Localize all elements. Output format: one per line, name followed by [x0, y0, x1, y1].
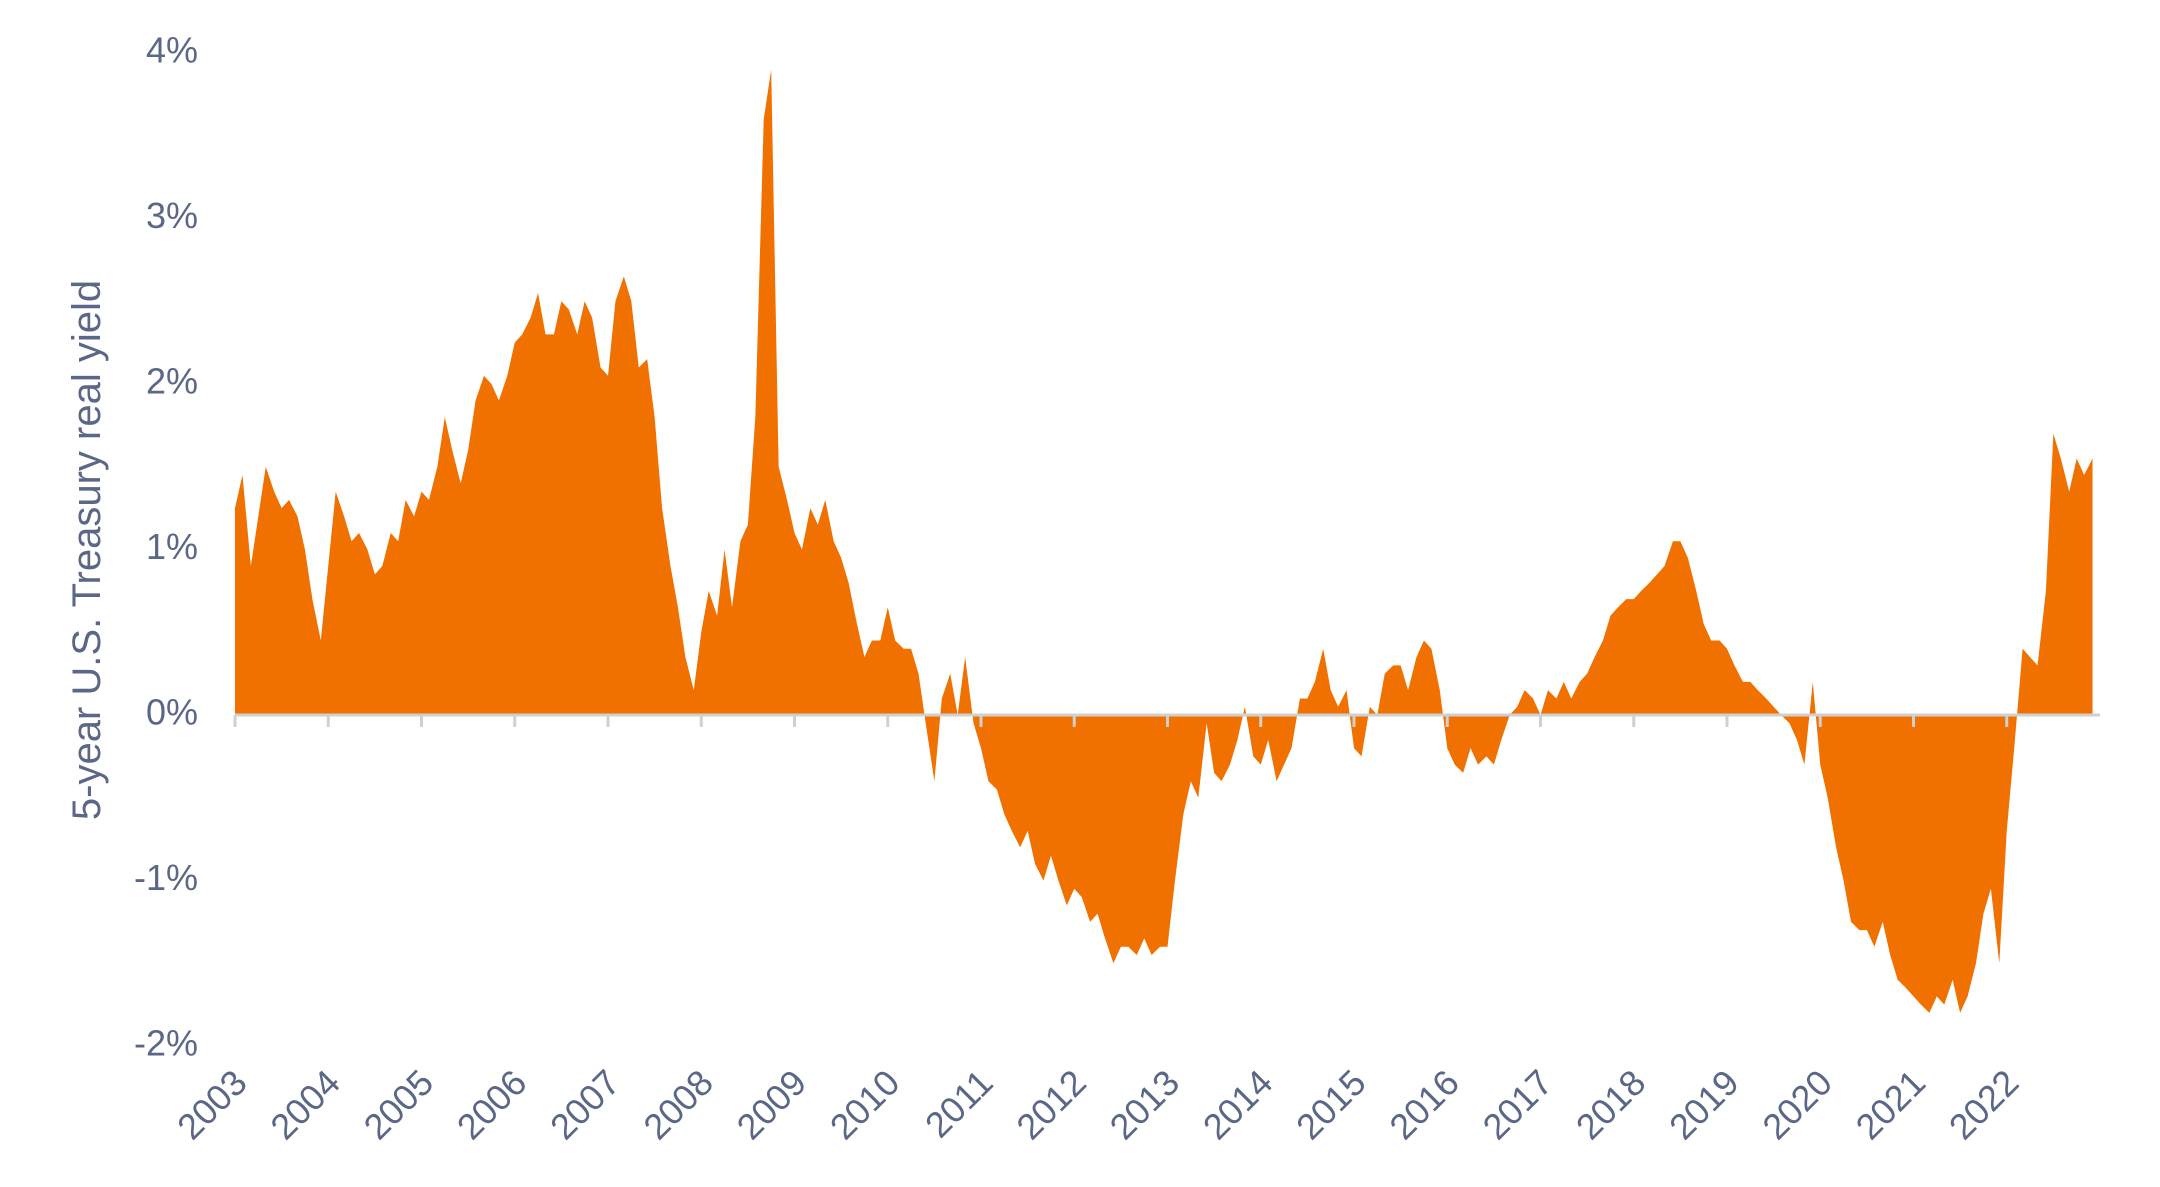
- y-axis-title: 5-year U.S. Treasury real yield: [65, 280, 109, 820]
- x-tick-label: 2019: [1661, 1062, 1747, 1148]
- x-tick-label: 2011: [917, 1062, 1001, 1146]
- y-tick-label: -2%: [134, 1023, 198, 1064]
- x-tick-label: 2018: [1568, 1062, 1654, 1148]
- x-tick-label: 2006: [449, 1062, 535, 1148]
- x-tick-label: 2010: [822, 1062, 908, 1148]
- x-tick-label: 2017: [1475, 1062, 1561, 1148]
- x-tick-label: 2013: [1102, 1062, 1188, 1148]
- x-tick-label: 2004: [262, 1062, 348, 1148]
- y-tick-label: 2%: [146, 361, 198, 402]
- x-tick-label: 2005: [356, 1062, 442, 1148]
- x-tick-label: 2007: [542, 1062, 628, 1148]
- x-tick-label: 2022: [1941, 1062, 2027, 1148]
- x-tick-label: 2015: [1288, 1062, 1374, 1148]
- x-tick-label: 2009: [729, 1062, 815, 1148]
- x-tick-label: 2016: [1381, 1062, 1467, 1148]
- x-tick-label: 2003: [169, 1062, 255, 1148]
- x-tick-label: 2014: [1195, 1062, 1281, 1148]
- y-tick-label: 1%: [146, 526, 198, 567]
- x-tick-label: 2020: [1754, 1062, 1840, 1148]
- area: [235, 69, 2093, 1013]
- x-tick-label: 2008: [635, 1062, 721, 1148]
- y-tick-label: -1%: [134, 857, 198, 898]
- x-tick-label: 2021: [1848, 1062, 1934, 1148]
- x-tick-label: 2012: [1008, 1062, 1094, 1148]
- y-tick-label: 3%: [146, 195, 198, 236]
- y-tick-label: 4%: [146, 30, 198, 71]
- y-tick-label: 0%: [146, 692, 198, 733]
